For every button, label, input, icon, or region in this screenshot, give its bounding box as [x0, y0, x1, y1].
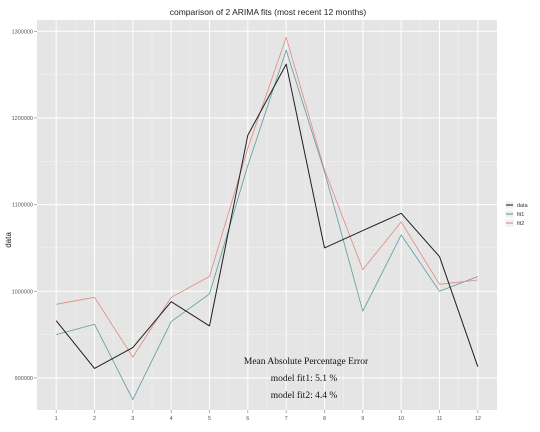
legend-label-fit2: fit2 [517, 221, 524, 227]
annotation-fit1: model fit1: 5.1 % [271, 373, 338, 384]
x-tick-label: 1 [55, 416, 58, 422]
x-tick-label: 3 [131, 416, 134, 422]
annotation-fit2: model fit2: 4.4 % [271, 390, 338, 401]
series-lines [55, 36, 479, 401]
x-tick-label: 8 [323, 416, 326, 422]
y-tick-label: 1200000 [12, 116, 33, 122]
x-tick-label: 2 [93, 416, 96, 422]
legend-label-data: data [517, 203, 529, 209]
x-tick-label: 10 [398, 416, 404, 422]
x-tick-label: 7 [285, 416, 288, 422]
mape-annotation: Mean Absolute Percentage Error model fit… [244, 357, 369, 401]
y-tick-label: 1300000 [12, 29, 33, 35]
y-tick-label: 900000 [15, 376, 33, 382]
series-line-fit1 [56, 49, 478, 401]
legend: data fit1 fit2 [504, 200, 529, 228]
legend-label-fit1: fit1 [517, 212, 524, 218]
grid-lines [37, 20, 497, 410]
x-tick-label: 5 [208, 416, 211, 422]
series-line-data [55, 63, 479, 369]
y-tick-label: 1000000 [12, 289, 33, 295]
x-tick-label: 6 [246, 416, 249, 422]
x-tick-label: 9 [361, 416, 364, 422]
y-axis-label: data [4, 232, 13, 248]
x-tick-label: 11 [437, 416, 443, 422]
y-axis-ticks: 900000 1000000 1100000 1200000 1300000 [12, 29, 37, 382]
series-line-fit2 [56, 36, 478, 358]
x-tick-label: 4 [170, 416, 173, 422]
chart-title: comparison of 2 ARIMA fits (most recent … [170, 7, 367, 17]
y-tick-label: 1100000 [12, 203, 33, 209]
x-axis-ticks: 1 2 3 4 5 6 7 8 9 10 11 12 [55, 410, 481, 422]
annotation-heading: Mean Absolute Percentage Error [244, 357, 369, 367]
x-tick-label: 12 [475, 416, 481, 422]
